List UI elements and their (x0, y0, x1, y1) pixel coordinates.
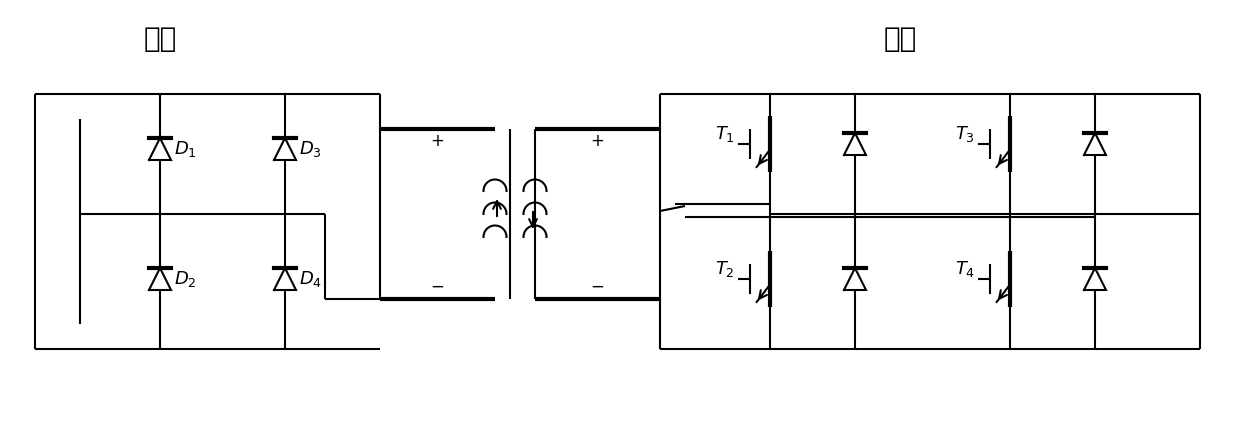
Text: −: − (590, 278, 604, 296)
Text: $T_4$: $T_4$ (955, 259, 975, 279)
Text: $T_2$: $T_2$ (715, 259, 735, 279)
Text: −: − (430, 278, 444, 296)
Text: $D_3$: $D_3$ (299, 139, 322, 159)
Text: $D_1$: $D_1$ (174, 139, 197, 159)
Text: $T_3$: $T_3$ (955, 124, 975, 144)
Text: $D_2$: $D_2$ (174, 269, 197, 289)
Text: +: + (430, 132, 444, 150)
Text: $D_4$: $D_4$ (299, 269, 322, 289)
Text: +: + (590, 132, 604, 150)
Text: 高压: 高压 (144, 25, 176, 53)
Text: $T_1$: $T_1$ (715, 124, 735, 144)
Text: 低压: 低压 (883, 25, 916, 53)
